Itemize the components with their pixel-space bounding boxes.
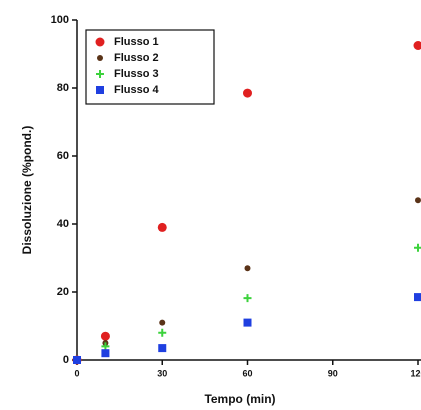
legend-marker bbox=[95, 37, 105, 47]
legend-label: Flusso 2 bbox=[114, 52, 159, 64]
marker bbox=[243, 294, 252, 303]
marker bbox=[415, 197, 421, 204]
y-tick-label: 40 bbox=[57, 218, 69, 230]
marker bbox=[414, 293, 421, 302]
marker bbox=[159, 319, 166, 326]
marker bbox=[101, 342, 110, 351]
marker bbox=[157, 222, 167, 232]
legend-label: Flusso 4 bbox=[114, 84, 160, 96]
x-tick-label: 0 bbox=[74, 368, 79, 378]
x-tick-label: 60 bbox=[242, 368, 252, 378]
y-axis-label: Dissoluzione (%pond.) bbox=[20, 126, 34, 255]
marker bbox=[73, 356, 81, 364]
marker bbox=[414, 243, 421, 252]
legend-label: Flusso 1 bbox=[114, 36, 159, 48]
y-tick-label: 80 bbox=[57, 82, 69, 94]
x-tick-label: 90 bbox=[328, 368, 338, 378]
legend-marker bbox=[96, 70, 104, 78]
marker bbox=[101, 349, 110, 358]
marker bbox=[100, 331, 110, 341]
y-tick-label: 60 bbox=[57, 150, 69, 162]
legend-marker bbox=[96, 86, 104, 94]
marker bbox=[413, 41, 421, 50]
x-tick-label: 30 bbox=[157, 368, 167, 378]
y-tick-label: 0 bbox=[63, 354, 69, 366]
marker bbox=[158, 328, 167, 337]
marker bbox=[158, 344, 167, 353]
y-tick-label: 100 bbox=[51, 14, 69, 26]
legend-marker bbox=[97, 55, 103, 61]
marker bbox=[244, 265, 251, 272]
x-tick-label: 120 bbox=[410, 368, 421, 378]
x-axis-label: Tempo (min) bbox=[204, 392, 275, 406]
marker bbox=[243, 318, 252, 327]
marker bbox=[243, 88, 252, 98]
legend-label: Flusso 3 bbox=[114, 68, 159, 80]
legend-box bbox=[85, 29, 215, 105]
y-tick-label: 20 bbox=[57, 286, 69, 298]
